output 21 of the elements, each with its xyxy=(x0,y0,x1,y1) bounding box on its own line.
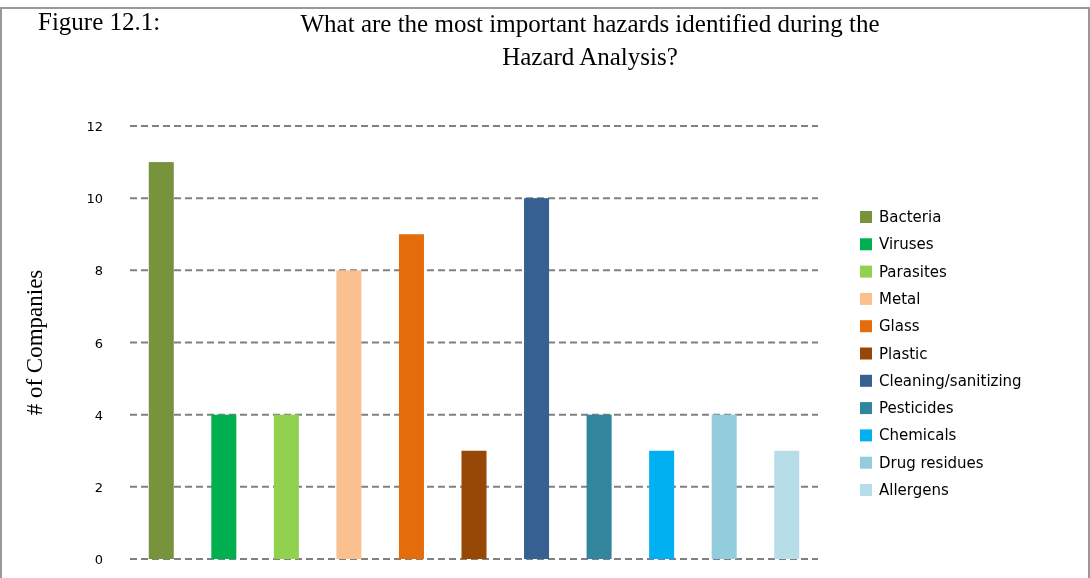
chart-title: Figure 12.1: xyxy=(38,8,161,35)
legend-label: Glass xyxy=(879,317,920,336)
y-tick-label: 6 xyxy=(94,335,103,351)
legend-label: Chemicals xyxy=(879,426,957,445)
legend-label: Metal xyxy=(879,289,921,308)
legend-label: Allergens xyxy=(879,481,949,499)
legend-label: Plastic xyxy=(879,344,928,363)
y-tick-label: 0 xyxy=(94,552,103,567)
y-tick-label: 4 xyxy=(94,407,103,423)
y-tick-label: 12 xyxy=(86,119,103,134)
y-tick-label: 10 xyxy=(86,191,103,207)
chart-subtitle: What are the most important hazards identified during the Hazard Analysis? xyxy=(300,10,880,70)
legend-label: Bacteria xyxy=(879,208,942,226)
legend-label: Drug residues xyxy=(879,453,984,472)
y-axis-title: # of Companies xyxy=(22,269,47,416)
legend-label: Pesticides xyxy=(879,399,954,418)
legend-label: Parasites xyxy=(879,262,948,281)
y-tick-label: 8 xyxy=(94,263,103,279)
legend-label: Viruses xyxy=(879,235,934,254)
y-tick-label: 2 xyxy=(94,479,103,495)
legend-label: Cleaning/sanitizing xyxy=(879,371,1022,390)
